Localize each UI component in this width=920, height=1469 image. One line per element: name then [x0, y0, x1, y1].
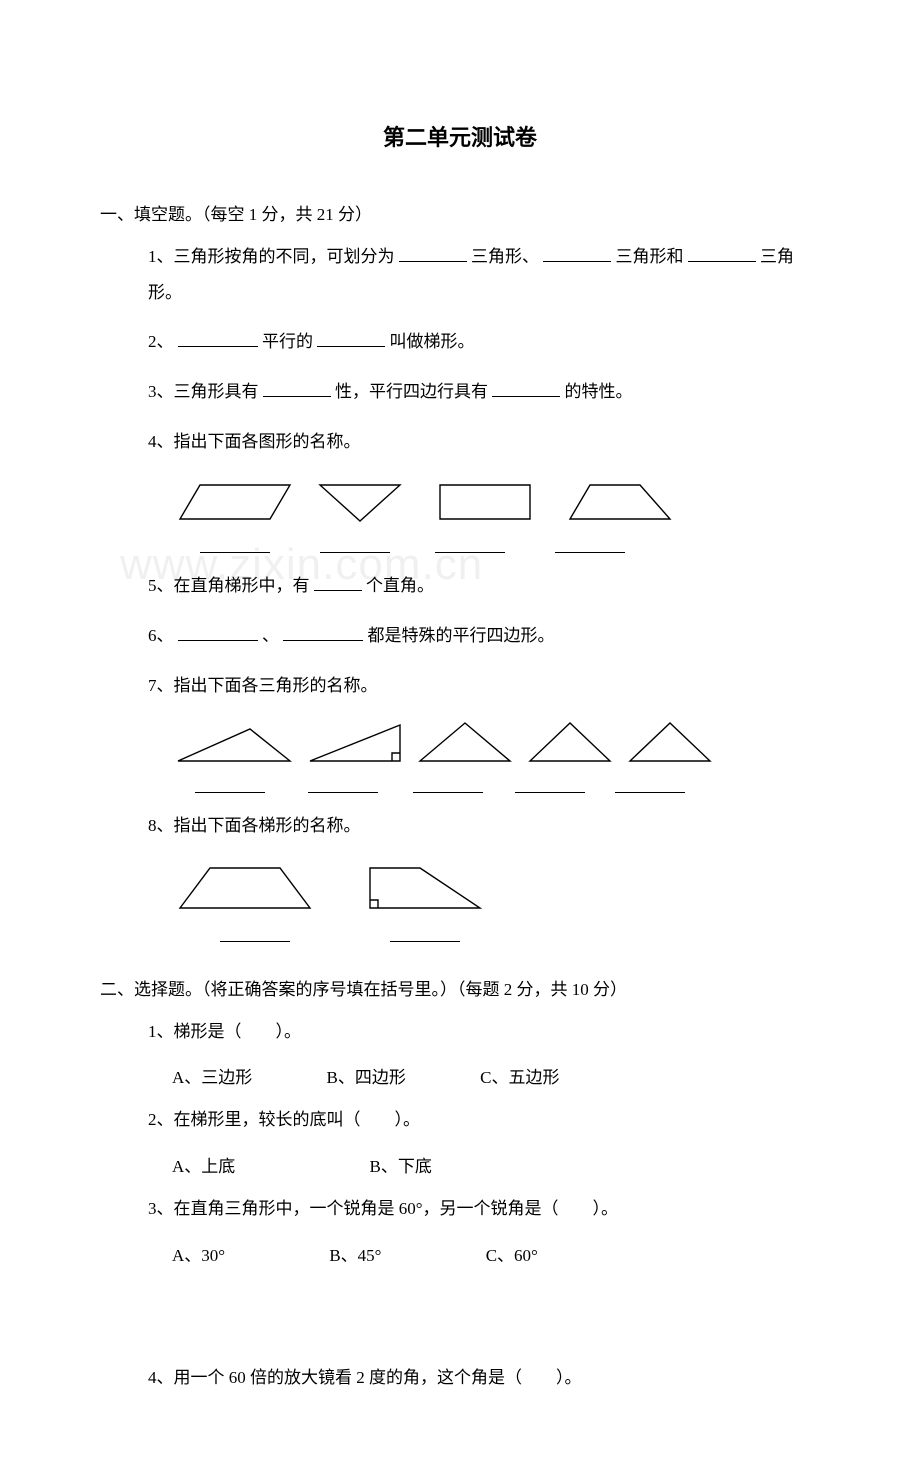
answer-blank[interactable] [170, 535, 300, 558]
section-2-head: 二、选择题。（将正确答案的序号填在括号里。）（每题 2 分，共 10 分） [100, 975, 820, 1000]
page: 第二单元测试卷 一、填空题。（每空 1 分，共 21 分） 1、三角形按角的不同… [0, 0, 920, 1469]
s2-q4: 4、用一个 60 倍的放大镜看 2 度的角，这个角是（ ）。 [148, 1360, 820, 1396]
q6-text-a: 6、 [148, 626, 174, 645]
q3-blank-2[interactable] [492, 378, 560, 397]
q6-text-b: 都是特殊的平行四边形。 [368, 626, 555, 645]
q3-text-b: 性，平行四边行具有 [335, 382, 488, 401]
q1-blank-3[interactable] [688, 243, 756, 262]
q2-blank-1[interactable] [178, 329, 258, 348]
q1-text-a: 1、三角形按角的不同，可划分为 [148, 247, 395, 266]
q8-text: 8、指出下面各梯形的名称。 [148, 808, 820, 844]
q1-text-c: 三角形和 [616, 247, 684, 266]
answer-blank[interactable] [170, 775, 290, 798]
section-1-head: 一、填空题。（每空 1 分，共 21 分） [100, 200, 820, 225]
s2-q1: 1、梯形是（ ）。 [148, 1014, 820, 1050]
s2-q3-opt-c[interactable]: C、60° [486, 1241, 538, 1266]
page-title: 第二单元测试卷 [100, 120, 820, 152]
q6-sep: 、 [262, 626, 279, 645]
s2-q1-opt-c[interactable]: C、五边形 [480, 1063, 559, 1088]
q3: 3、三角形具有 性，平行四边行具有 的特性。 [148, 374, 820, 410]
s2-q2: 2、在梯形里，较长的底叫（ ）。 [148, 1102, 820, 1138]
s2-q1-opts: A、三边形 B、四边形 C、五边形 [172, 1063, 820, 1088]
q5-text-b: 个直角。 [366, 576, 434, 595]
q1: 1、三角形按角的不同，可划分为 三角形、 三角形和 三角形。 [148, 239, 820, 310]
s2-q3-opt-b[interactable]: B、45° [329, 1241, 381, 1266]
q1-blank-1[interactable] [399, 243, 467, 262]
q7-figures [170, 717, 820, 769]
q6-blank-1[interactable] [178, 622, 258, 641]
q3-blank-1[interactable] [263, 378, 331, 397]
answer-blank[interactable] [290, 775, 395, 798]
q4-text: 4、指出下面各图形的名称。 [148, 424, 820, 460]
s2-q2-opt-b[interactable]: B、下底 [370, 1152, 432, 1177]
answer-blank[interactable] [530, 535, 650, 558]
s2-q3: 3、在直角三角形中，一个锐角是 60°，另一个锐角是（ ）。 [148, 1191, 820, 1227]
q3-text-c: 的特性。 [565, 382, 633, 401]
q7-text: 7、指出下面各三角形的名称。 [148, 668, 820, 704]
q2: 2、 平行的 叫做梯形。 [148, 324, 820, 360]
q8-figures [170, 858, 820, 918]
answer-blank[interactable] [300, 535, 410, 558]
q5-blank-1[interactable] [314, 572, 362, 591]
q7-labels [170, 775, 820, 798]
s2-q1-opt-a[interactable]: A、三边形 [172, 1063, 252, 1088]
q5: 5、在直角梯形中，有 个直角。 [148, 568, 820, 604]
q2-text-b: 平行的 [262, 332, 313, 351]
q3-text-a: 3、三角形具有 [148, 382, 259, 401]
s2-q2-opts: A、上底 B、下底 [172, 1152, 820, 1177]
answer-blank[interactable] [500, 775, 600, 798]
q4-labels [170, 535, 820, 558]
answer-blank[interactable] [600, 775, 700, 798]
s2-q3-opt-a[interactable]: A、30° [172, 1241, 225, 1266]
q2-text-c: 叫做梯形。 [390, 332, 475, 351]
answer-blank[interactable] [395, 775, 500, 798]
q1-text-b: 三角形、 [471, 247, 539, 266]
s2-q2-opt-a[interactable]: A、上底 [172, 1152, 235, 1177]
q7-shapes-svg [170, 717, 730, 769]
s2-q1-opt-b[interactable]: B、四边形 [327, 1063, 406, 1088]
q4-figures [170, 473, 820, 529]
spacer [100, 1280, 820, 1360]
s2-q3-opts: A、30° B、45° C、60° [172, 1241, 820, 1266]
q2-blank-2[interactable] [317, 329, 385, 348]
answer-blank[interactable] [170, 924, 340, 947]
q2-text-a: 2、 [148, 332, 174, 351]
q4-shapes-svg [170, 473, 690, 529]
q5-text-a: 5、在直角梯形中，有 [148, 576, 310, 595]
q8-labels [170, 924, 820, 947]
answer-blank[interactable] [410, 535, 530, 558]
q1-blank-2[interactable] [543, 243, 611, 262]
q6-blank-2[interactable] [283, 622, 363, 641]
q8-shapes-svg [170, 858, 530, 918]
answer-blank[interactable] [340, 924, 510, 947]
q6: 6、 、 都是特殊的平行四边形。 [148, 618, 820, 654]
